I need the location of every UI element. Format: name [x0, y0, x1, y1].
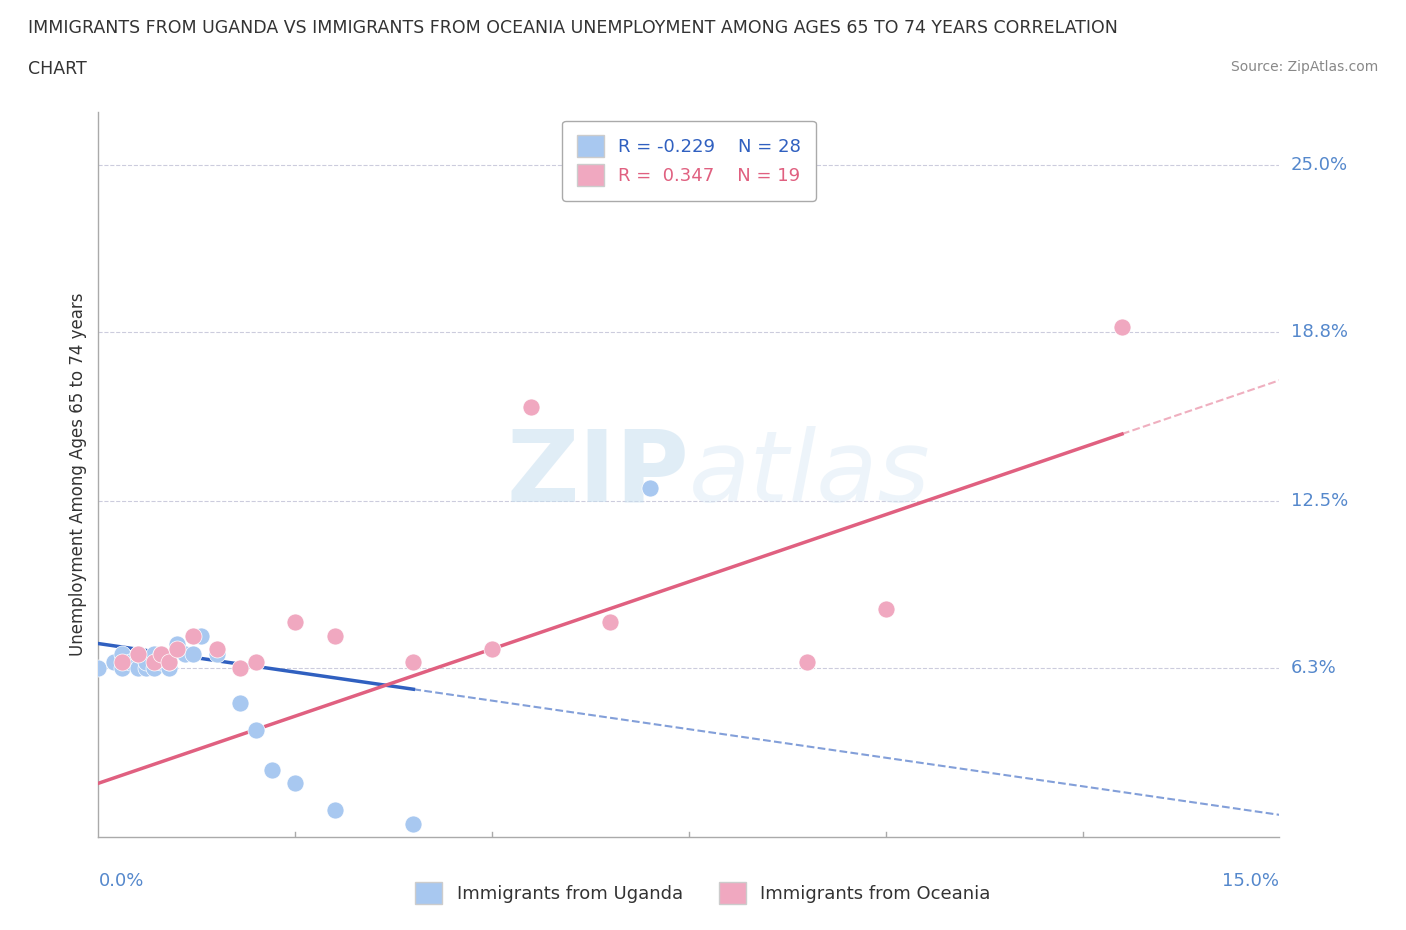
Point [150, 647, 173, 662]
Point [127, 660, 149, 675]
Point [875, 601, 897, 616]
Y-axis label: Unemployment Among Ages 65 to 74 years: Unemployment Among Ages 65 to 74 years [69, 293, 87, 656]
Text: IMMIGRANTS FROM UGANDA VS IMMIGRANTS FROM OCEANIA UNEMPLOYMENT AMONG AGES 65 TO : IMMIGRANTS FROM UGANDA VS IMMIGRANTS FRO… [28, 19, 1118, 36]
Text: 12.5%: 12.5% [1291, 492, 1348, 511]
Point [599, 615, 621, 630]
Point [166, 642, 188, 657]
Text: 18.8%: 18.8% [1291, 323, 1347, 341]
Point [323, 803, 346, 817]
Text: 6.3%: 6.3% [1291, 658, 1336, 677]
Point [245, 722, 267, 737]
Point [118, 655, 141, 670]
Point [245, 655, 267, 670]
Text: Source: ZipAtlas.com: Source: ZipAtlas.com [1230, 60, 1378, 74]
Text: 25.0%: 25.0% [1291, 156, 1348, 174]
Legend: R = -0.229    N = 28, R =  0.347    N = 19: R = -0.229 N = 28, R = 0.347 N = 19 [562, 121, 815, 201]
Point [103, 655, 125, 670]
Point [157, 655, 180, 670]
Point [205, 647, 228, 662]
Text: ZIP: ZIP [506, 426, 689, 523]
Legend: Immigrants from Uganda, Immigrants from Oceania: Immigrants from Uganda, Immigrants from … [408, 875, 998, 911]
Point [157, 655, 180, 670]
Point [111, 647, 134, 662]
Point [323, 628, 346, 643]
Text: 15.0%: 15.0% [1222, 871, 1279, 890]
Point [229, 696, 252, 711]
Point [520, 400, 543, 415]
Point [181, 628, 204, 643]
Point [142, 647, 165, 662]
Point [111, 655, 134, 670]
Point [127, 647, 149, 662]
Point [135, 660, 157, 675]
Point [481, 642, 503, 657]
Point [284, 776, 307, 790]
Point [174, 647, 197, 662]
Point [166, 636, 188, 651]
Point [190, 628, 212, 643]
Point [284, 615, 307, 630]
Text: CHART: CHART [28, 60, 87, 78]
Point [111, 660, 134, 675]
Point [229, 660, 252, 675]
Point [142, 660, 165, 675]
Point [157, 660, 180, 675]
Point [402, 817, 425, 831]
Point [402, 655, 425, 670]
Point [796, 655, 818, 670]
Point [150, 655, 173, 670]
Point [181, 647, 204, 662]
Point [127, 647, 149, 662]
Text: 0.0%: 0.0% [98, 871, 143, 890]
Point [135, 655, 157, 670]
Point [638, 480, 661, 495]
Point [260, 763, 283, 777]
Point [166, 642, 188, 657]
Point [142, 655, 165, 670]
Point [205, 642, 228, 657]
Point [87, 660, 110, 675]
Text: atlas: atlas [689, 426, 931, 523]
Point [150, 647, 173, 662]
Point [1111, 319, 1133, 334]
